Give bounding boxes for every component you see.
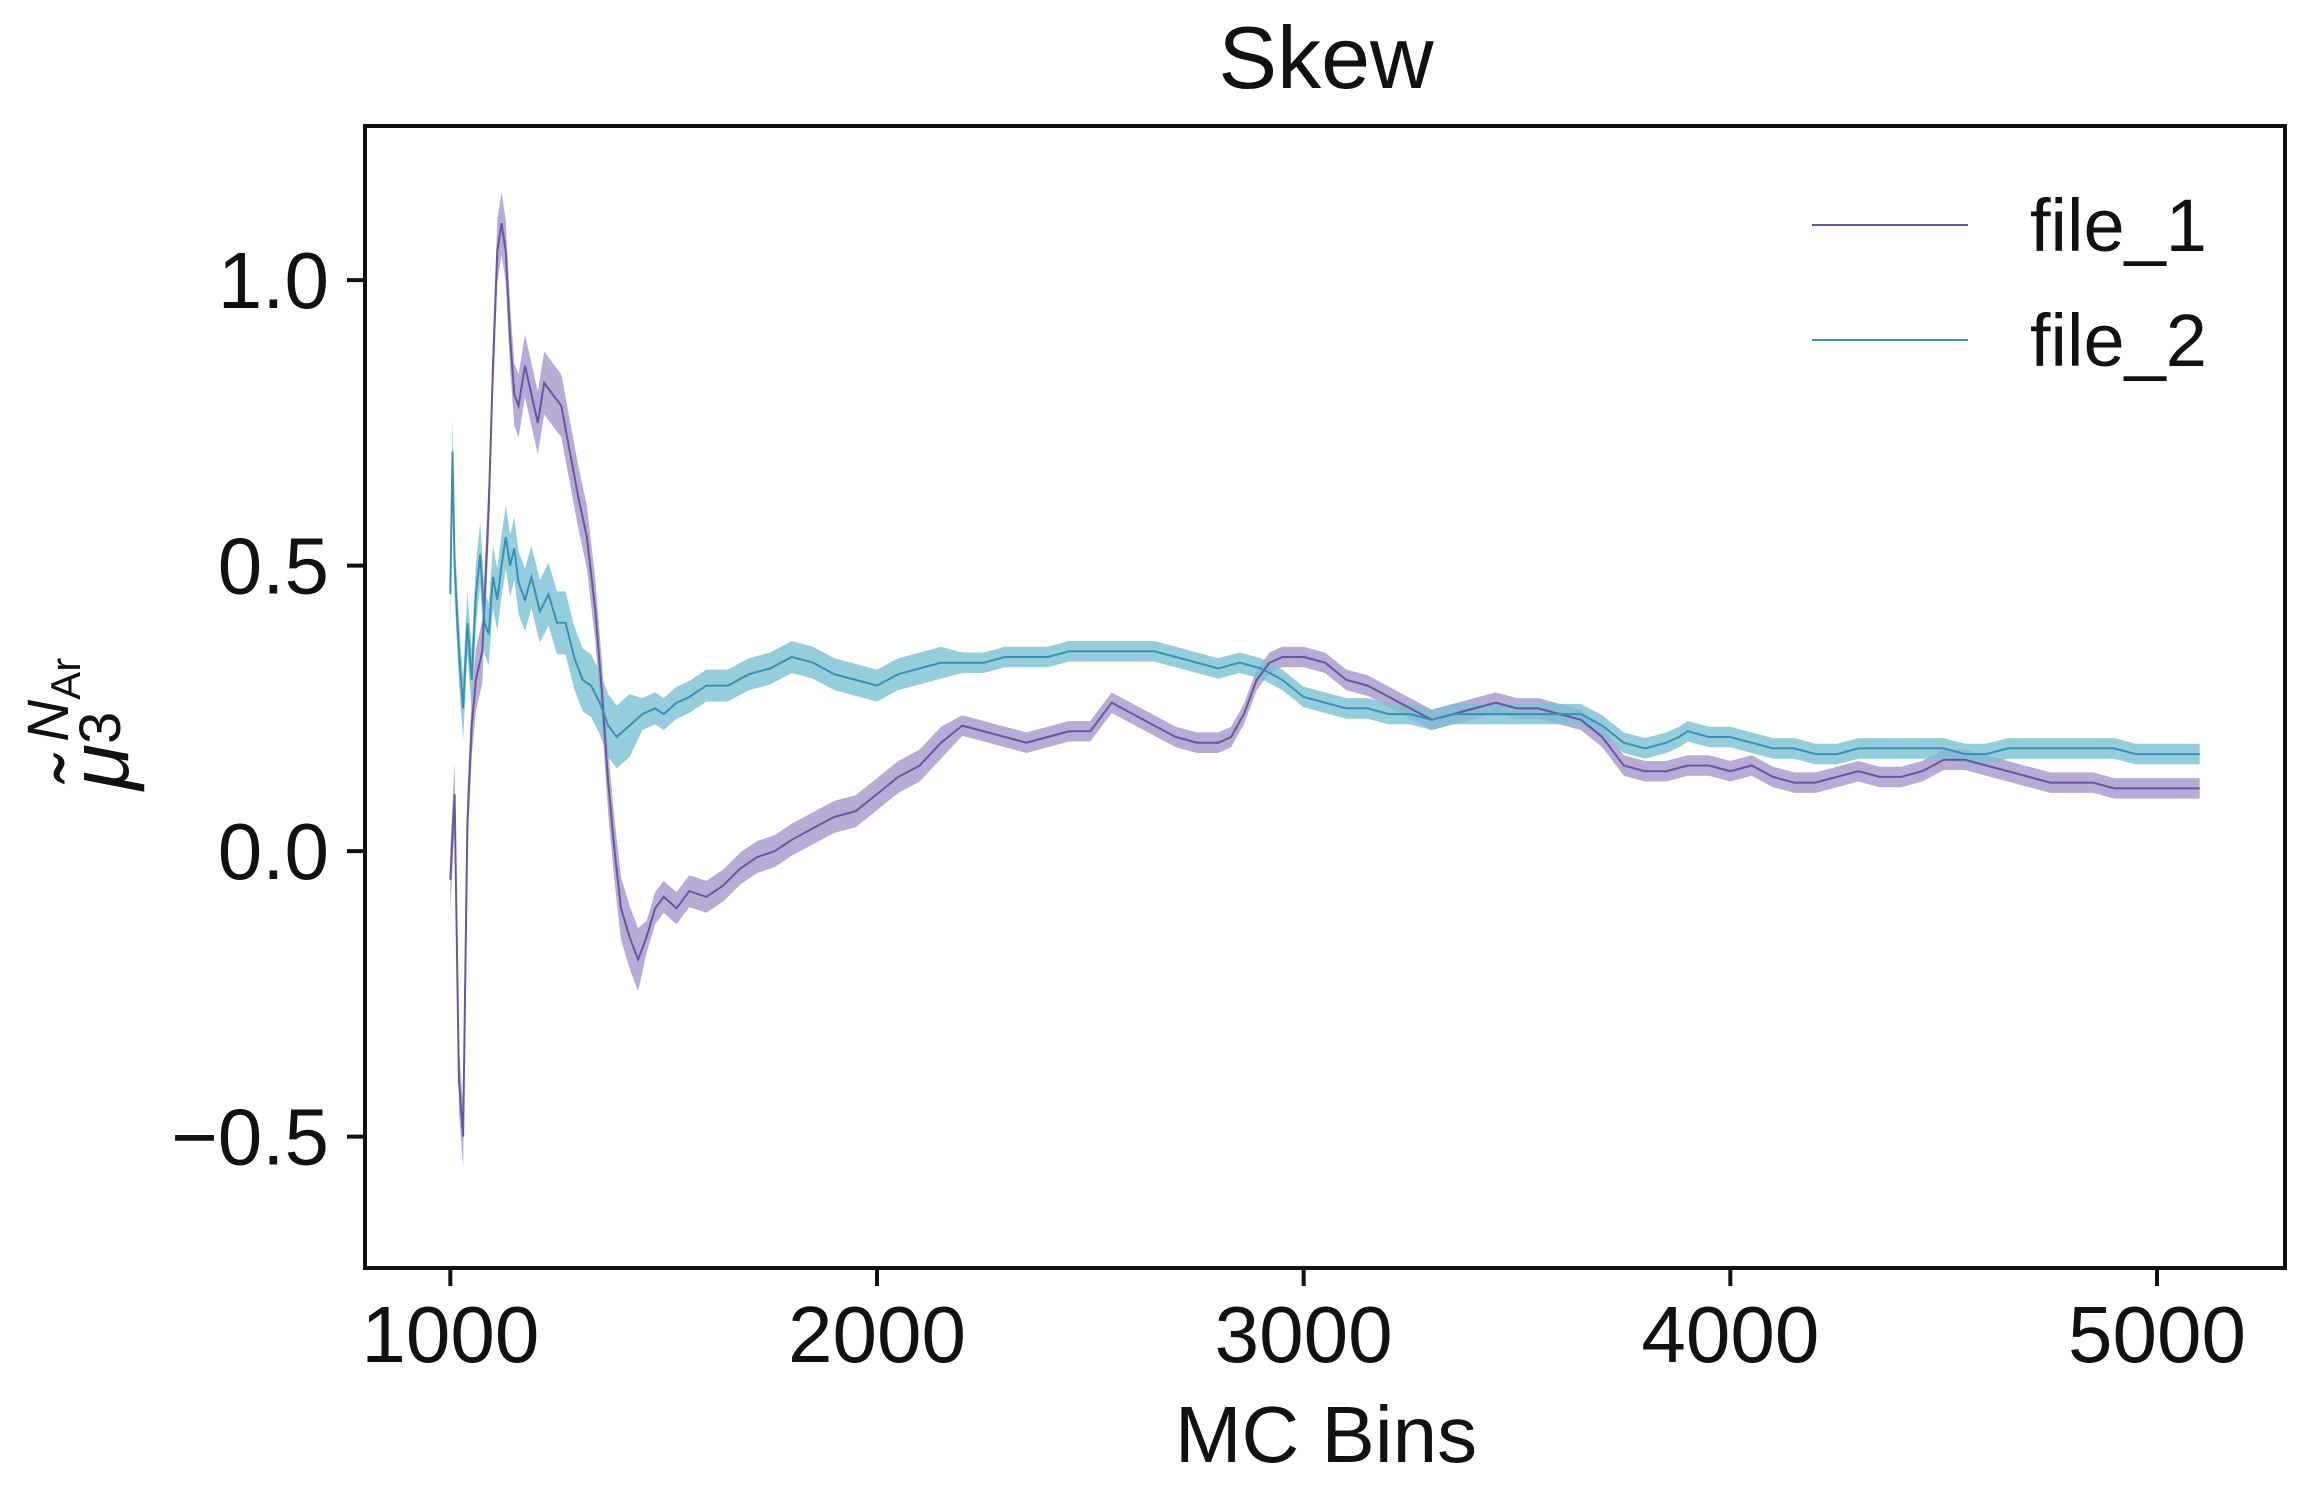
y-axis-label-base: μ̃ (52, 744, 146, 792)
x-tick-label: 1000 (361, 1290, 539, 1379)
legend-label-file_1: file_1 (2030, 184, 2207, 267)
x-tick-label: 2000 (788, 1290, 966, 1379)
x-axis-ticks: 1000 2000 3000 4000 5000 (361, 1268, 2246, 1379)
legend: file_1 file_2 (1812, 184, 2207, 382)
y-tick-label: 0.5 (218, 522, 329, 611)
x-tick-label: 3000 (1215, 1290, 1393, 1379)
axes-frame (363, 124, 2287, 1270)
y-axis-ticks: 1.0 0.5 0.0 −0.5 (171, 236, 365, 1182)
chart-title: Skew (1218, 8, 1434, 107)
legend-label-file_2: file_2 (2030, 299, 2207, 382)
svg-text:μ̃3NAr: μ̃3NAr (16, 658, 146, 792)
confidence-bands (450, 191, 2200, 1169)
y-tick-label: −0.5 (171, 1093, 329, 1182)
y-axis-label-superscript-sub: Ar (42, 658, 89, 700)
y-axis-label-subscript: 3 (68, 712, 133, 744)
x-axis-label: MC Bins (1175, 1390, 1477, 1479)
line-file_2 (449, 451, 2200, 756)
y-axis-label-superscript: N (16, 700, 81, 742)
band-file_2 (450, 420, 2200, 769)
plot-area (449, 191, 2200, 1169)
x-tick-label: 4000 (1641, 1290, 1819, 1379)
y-tick-label: 1.0 (218, 236, 329, 325)
y-tick-label: 0.0 (218, 807, 329, 896)
y-axis-label: μ̃3NAr (16, 658, 146, 792)
series-lines (449, 222, 2200, 1137)
x-tick-label: 5000 (2068, 1290, 2246, 1379)
line-file_1 (449, 222, 2200, 1137)
